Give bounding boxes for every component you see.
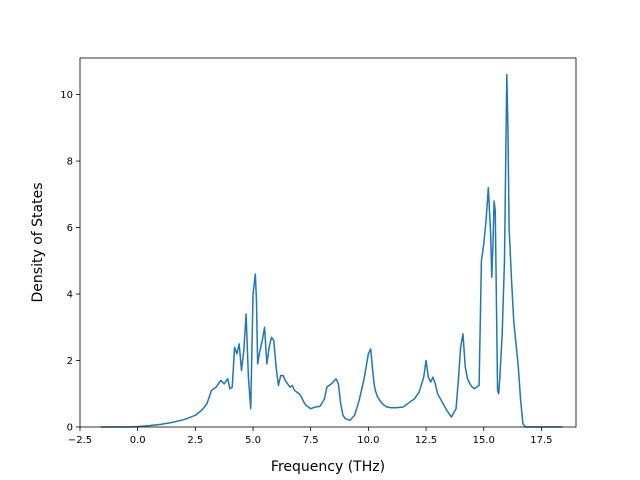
x-tick-label: 2.5 — [187, 435, 203, 446]
y-tick-label: 2 — [67, 356, 73, 367]
y-tick-label: 0 — [67, 423, 73, 434]
y-tick-label: 8 — [67, 157, 73, 168]
x-tick-label: 12.5 — [415, 435, 437, 446]
y-axis-title: Density of States — [30, 183, 46, 303]
x-axis-title: Frequency (THz) — [271, 459, 385, 475]
dos-series-line — [100, 73, 563, 428]
y-tick-label: 6 — [67, 223, 73, 234]
x-tick-label: 15.0 — [473, 435, 495, 446]
x-tick-label: 17.5 — [530, 435, 552, 446]
axis-ticks: −2.5 0.0 2.5 5.0 7.5 10.0 12.5 15.0 17.5 0 2 4 6 8 10 — [60, 90, 552, 446]
plot-background — [80, 58, 576, 427]
x-tick-label: 10.0 — [357, 435, 379, 446]
x-tick-label: 5.0 — [245, 435, 261, 446]
y-tick-label: 10 — [60, 90, 73, 101]
plot-frame — [79, 57, 577, 428]
x-tick-label: −2.5 — [68, 435, 92, 446]
y-tick-label: 4 — [67, 290, 73, 301]
x-tick-label: 7.5 — [303, 435, 319, 446]
x-tick-label: 0.0 — [130, 435, 146, 446]
